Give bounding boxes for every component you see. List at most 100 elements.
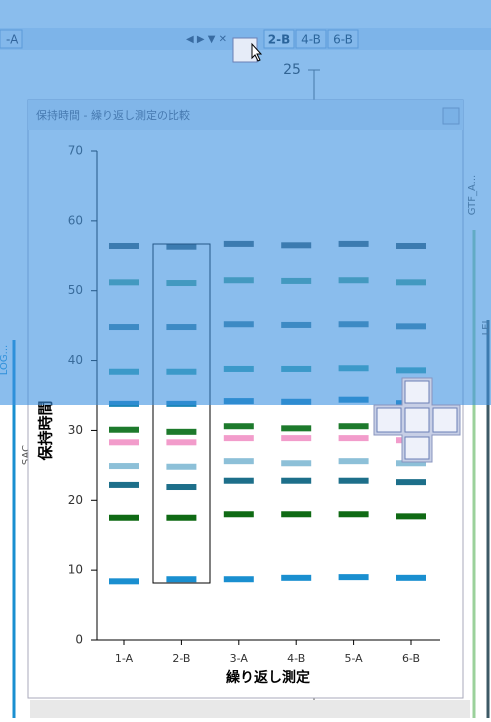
dash-marker [396, 479, 426, 486]
window-title: 保持時間 - 繰り返し測定の比較 [36, 108, 190, 122]
x-axis-label: 繰り返し測定 [226, 669, 310, 686]
dock-top[interactable] [404, 380, 430, 404]
dash-marker [109, 400, 139, 407]
dash-marker [338, 458, 369, 465]
dash-marker [338, 435, 369, 442]
dash-marker [281, 242, 312, 249]
dash-marker [223, 240, 254, 247]
dash-marker [396, 323, 426, 330]
dash-marker [396, 367, 426, 374]
dash-marker [396, 513, 426, 520]
dock-right[interactable] [432, 407, 458, 433]
dash-marker [338, 240, 369, 247]
dash-marker [281, 511, 312, 518]
dash-marker [338, 511, 369, 518]
dash-marker [223, 576, 254, 583]
dock-bottom[interactable] [404, 436, 430, 460]
dash-marker [109, 439, 139, 446]
bg-label: SAC [21, 445, 32, 465]
dash-marker [109, 426, 139, 433]
tabs: 2-B 4-B 6-B [263, 29, 359, 49]
dash-marker [338, 423, 369, 430]
dash-marker [109, 243, 139, 250]
dash-marker [223, 277, 254, 284]
bg-label: GTF_A... [467, 175, 478, 215]
bg-label: 25 [283, 62, 301, 78]
y-tick-label: 70 [68, 144, 83, 158]
dash-marker [223, 321, 254, 328]
dash-marker [166, 280, 197, 287]
dash-marker [109, 514, 139, 521]
dash-marker [223, 458, 254, 465]
dash-marker [166, 484, 197, 491]
dash-marker [223, 423, 254, 430]
dash-marker [223, 477, 254, 484]
tab-label: -A [6, 33, 19, 47]
dash-marker [166, 428, 197, 435]
bg-bars [30, 700, 470, 718]
dash-marker [223, 511, 254, 518]
dash-marker [338, 574, 369, 581]
dash-marker [281, 425, 312, 432]
dash-marker [338, 321, 369, 328]
dash-marker [223, 435, 254, 442]
dash-marker [109, 578, 139, 585]
tab-label: 4-B [301, 33, 321, 47]
dash-marker [281, 277, 312, 284]
dash-marker [109, 481, 139, 488]
tab-label: 6-B [333, 33, 353, 47]
dash-marker [281, 435, 312, 442]
dash-marker [396, 574, 426, 581]
dash-marker [166, 368, 197, 375]
tab-label: 2-B [268, 33, 290, 47]
dash-marker [396, 279, 426, 286]
dash-marker [281, 460, 312, 467]
y-tick-label: 40 [68, 353, 83, 367]
dash-marker [396, 460, 426, 467]
tab-nav[interactable]: ◀ ▶ ▼ ✕ [186, 34, 227, 45]
x-tick-label: 4-B [287, 652, 305, 665]
bg-label: LEI [481, 321, 491, 336]
y-tick-label: 50 [68, 283, 83, 297]
dash-marker [109, 368, 139, 375]
dash-marker [166, 439, 197, 446]
dock-left[interactable] [376, 407, 402, 433]
chart-window: 保持時間 - 繰り返し測定の比較 0 10 20 30 40 50 60 70 1-A 2-B 3-… [27, 99, 464, 699]
dash-marker [281, 574, 312, 581]
dock-center[interactable] [404, 407, 430, 433]
bg-label: LOG... [0, 345, 10, 375]
dash-marker [166, 463, 197, 470]
dash-marker [166, 400, 197, 407]
y-tick-label: 20 [68, 493, 83, 507]
y-tick-label: 30 [68, 423, 83, 437]
dash-marker [338, 477, 369, 484]
dash-marker [166, 576, 197, 583]
dash-marker [223, 365, 254, 372]
dash-marker [338, 396, 369, 403]
dock-compass [373, 377, 461, 463]
dash-marker [223, 398, 254, 405]
y-tick-label: 0 [75, 633, 83, 647]
x-tick-label: 1-A [115, 652, 134, 665]
y-axis-label: 保持時間 [37, 400, 55, 461]
y-tick-label: 60 [68, 213, 83, 227]
dash-marker [281, 398, 312, 405]
dash-marker [166, 514, 197, 521]
x-tick-label: 6-B [402, 652, 420, 665]
dash-marker [338, 277, 369, 284]
x-tick-label: 3-A [230, 652, 249, 665]
dash-marker [166, 243, 197, 250]
dash-marker [109, 324, 139, 331]
dash-marker [281, 321, 312, 328]
dash-marker [166, 324, 197, 331]
x-tick-label: 5-A [344, 652, 363, 665]
dash-marker [109, 463, 139, 470]
dash-marker [109, 279, 139, 286]
x-tick-label: 2-B [172, 652, 190, 665]
close-button[interactable] [442, 107, 460, 125]
dash-marker [338, 365, 369, 372]
cursor [251, 42, 263, 62]
dash-marker [281, 477, 312, 484]
